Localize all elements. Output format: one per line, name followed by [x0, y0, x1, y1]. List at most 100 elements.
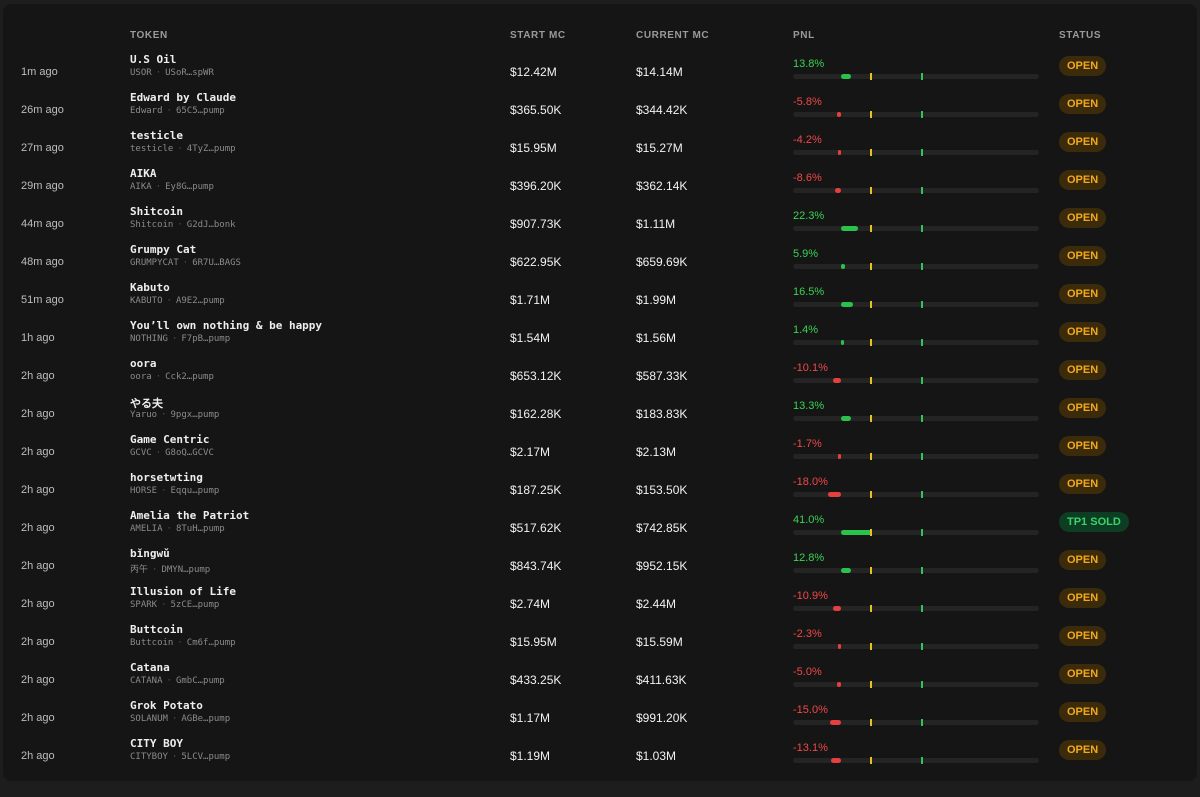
time-ago: 29m ago	[21, 180, 64, 192]
token-name[interactable]: Catana	[130, 661, 170, 674]
table-row[interactable]: 2h ago horsetwting HORSE · Eqqu…pump $187.25K…	[3, 466, 1197, 504]
token-address[interactable]: 65C5…pump	[175, 106, 225, 116]
token-address[interactable]: Ey8G…pump	[165, 182, 214, 192]
table-row[interactable]: 2h ago Game Centric GCVC · G8oQ…GCVC $2.17M $2…	[3, 428, 1197, 466]
token-address[interactable]: 6R7U…BAGS	[192, 258, 241, 268]
header-current-mc[interactable]: CURRENT MC	[636, 30, 710, 41]
current-market-cap: $587.33K	[636, 369, 688, 383]
token-address[interactable]: Eqqu…pump	[170, 486, 220, 496]
status-badge: OPEN	[1059, 56, 1107, 76]
token-name[interactable]: Shitcoin	[130, 205, 183, 218]
token-address[interactable]: GmbC…pump	[175, 676, 225, 686]
header-token[interactable]: TOKEN	[130, 30, 168, 41]
pnl-percent: -13.1%	[793, 742, 828, 754]
status-badge: OPEN	[1059, 360, 1107, 380]
pnl-bar-fill	[832, 606, 841, 611]
table-row[interactable]: 27m ago testicle testicle · 4TyZ…pump $15.95M…	[3, 124, 1197, 162]
token-address[interactable]: 8TuH…pump	[175, 524, 225, 534]
header-start-mc[interactable]: START MC	[510, 30, 566, 41]
token-address[interactable]: G8oQ…GCVC	[165, 448, 214, 458]
token-symbol: Yaruo	[130, 410, 158, 420]
pnl-bar-fill	[827, 492, 841, 497]
token-address[interactable]: Cck2…pump	[165, 372, 214, 382]
token-address[interactable]: 9pgx…pump	[170, 410, 220, 420]
time-ago: 2h ago	[21, 522, 55, 534]
start-market-cap: $187.25K	[510, 483, 562, 497]
token-name[interactable]: horsetwting	[130, 471, 203, 484]
table-row[interactable]: 2h ago Grok Potato SOLANUM · AGBe…pump $1.17M…	[3, 694, 1197, 732]
table-row[interactable]: 2h ago やる夫 Yaruo · 9pgx…pump $162.28K $183.83K…	[3, 390, 1197, 428]
table-row[interactable]: 29m ago AIKA AIKA · Ey8G…pump $396.20K $362.14…	[3, 162, 1197, 200]
token-address[interactable]: USoR…spWR	[165, 68, 214, 78]
separator-dot: ·	[152, 565, 158, 575]
token-address[interactable]: 5zCE…pump	[170, 600, 220, 610]
token-address[interactable]: A9E2…pump	[175, 296, 225, 306]
pnl-percent: -8.6%	[793, 172, 822, 184]
time-ago: 1h ago	[21, 332, 55, 344]
token-address[interactable]: DMYN…pump	[161, 565, 211, 575]
current-market-cap: $344.42K	[636, 103, 688, 117]
table-row[interactable]: 2h ago Catana CATANA · GmbC…pump $433.25K $411…	[3, 656, 1197, 694]
separator-dot: ·	[161, 486, 167, 496]
header-status[interactable]: STATUS	[1059, 30, 1102, 41]
token-name[interactable]: Illusion of Life	[130, 585, 236, 598]
token-name[interactable]: Amelia the Patriot	[130, 509, 250, 522]
token-address[interactable]: 4TyZ…pump	[186, 144, 236, 154]
table-row[interactable]: 44m ago Shitcoin Shitcoin · G2dJ…bonk $907.73…	[3, 200, 1197, 238]
token-name[interactable]: Edward by Claude	[130, 91, 236, 104]
separator-dot: ·	[171, 752, 178, 762]
table-row[interactable]: 2h ago bǐngwǔ 丙午 · DMYN…pump $843.74K $952.15K…	[3, 542, 1197, 580]
pnl-bar-fill	[841, 264, 846, 269]
take-profit-marker-yellow	[870, 529, 872, 536]
table-row[interactable]: 1h ago You’ll own nothing & be happy NOTHI…	[3, 314, 1197, 352]
take-profit-marker-green	[921, 111, 923, 118]
token-address[interactable]: AGBe…pump	[181, 714, 231, 724]
token-address[interactable]: 5LCV…pump	[181, 752, 231, 762]
take-profit-marker-yellow	[870, 567, 872, 574]
header-pnl[interactable]: PNL	[793, 30, 815, 41]
token-name[interactable]: Grok Potato	[130, 699, 203, 712]
table-row[interactable]: 51m ago Kabuto KABUTO · A9E2…pump $1.71M $1.99…	[3, 276, 1197, 314]
start-market-cap: $433.25K	[510, 673, 562, 687]
token-name[interactable]: Game Centric	[130, 433, 210, 446]
token-address[interactable]: F7pB…pump	[181, 334, 231, 344]
table-row[interactable]: 2h ago oora oora · Cck2…pump $653.12K $587.33K…	[3, 352, 1197, 390]
time-ago: 2h ago	[21, 636, 55, 648]
status-badge: OPEN	[1059, 208, 1107, 228]
token-name[interactable]: Buttcoin	[130, 623, 183, 636]
token-name[interactable]: oora	[130, 357, 157, 370]
table-row[interactable]: 26m ago Edward by Claude Edward · 65C5…pump $…	[3, 86, 1197, 124]
status-badge: OPEN	[1059, 94, 1107, 114]
table-row[interactable]: 2h ago Illusion of Life SPARK · 5zCE…pump $2.…	[3, 580, 1197, 618]
token-address[interactable]: G2dJ…bonk	[186, 220, 236, 230]
token-name[interactable]: You’ll own nothing & be happy	[130, 319, 323, 332]
token-name[interactable]: AIKA	[130, 167, 157, 180]
separator-dot: ·	[177, 220, 183, 230]
token-name[interactable]: やる夫	[130, 397, 163, 410]
start-market-cap: $15.95M	[510, 635, 557, 649]
take-profit-marker-yellow	[870, 453, 872, 460]
token-name[interactable]: Grumpy Cat	[130, 243, 197, 256]
token-name[interactable]: bǐngwǔ	[130, 547, 170, 560]
take-profit-marker-yellow	[870, 149, 872, 156]
token-address[interactable]: Cm6f…pump	[186, 638, 236, 648]
current-market-cap: $1.56M	[636, 331, 677, 345]
token-name[interactable]: CITY BOY	[130, 737, 183, 750]
table-row[interactable]: 1m ago U.S Oil USOR · USoR…spWR $12.42M $14.14…	[3, 48, 1197, 86]
token-meta: NOTHING · F7pB…pump	[130, 334, 230, 344]
time-ago: 2h ago	[21, 484, 55, 496]
current-market-cap: $411.63K	[636, 673, 687, 687]
pnl-percent: -1.7%	[793, 438, 822, 450]
table-row[interactable]: 2h ago Amelia the Patriot AMELIA · 8TuH…pump…	[3, 504, 1197, 542]
table-row[interactable]: 2h ago CITY BOY CITYBOY · 5LCV…pump $1.19M $1.…	[3, 732, 1197, 770]
token-name[interactable]: Kabuto	[130, 281, 170, 294]
separator-dot: ·	[161, 410, 167, 420]
pnl-percent: -15.0%	[793, 704, 828, 716]
token-meta: GRUMPYCAT · 6R7U…BAGS	[130, 258, 241, 268]
pnl-bar	[793, 225, 1039, 232]
token-name[interactable]: testicle	[130, 129, 183, 142]
token-name[interactable]: U.S Oil	[130, 53, 177, 66]
table-row[interactable]: 2h ago Buttcoin Buttcoin · Cm6f…pump $15.95M $…	[3, 618, 1197, 656]
table-row[interactable]: 48m ago Grumpy Cat GRUMPYCAT · 6R7U…BAGS $622…	[3, 238, 1197, 276]
take-profit-marker-green	[921, 681, 923, 688]
